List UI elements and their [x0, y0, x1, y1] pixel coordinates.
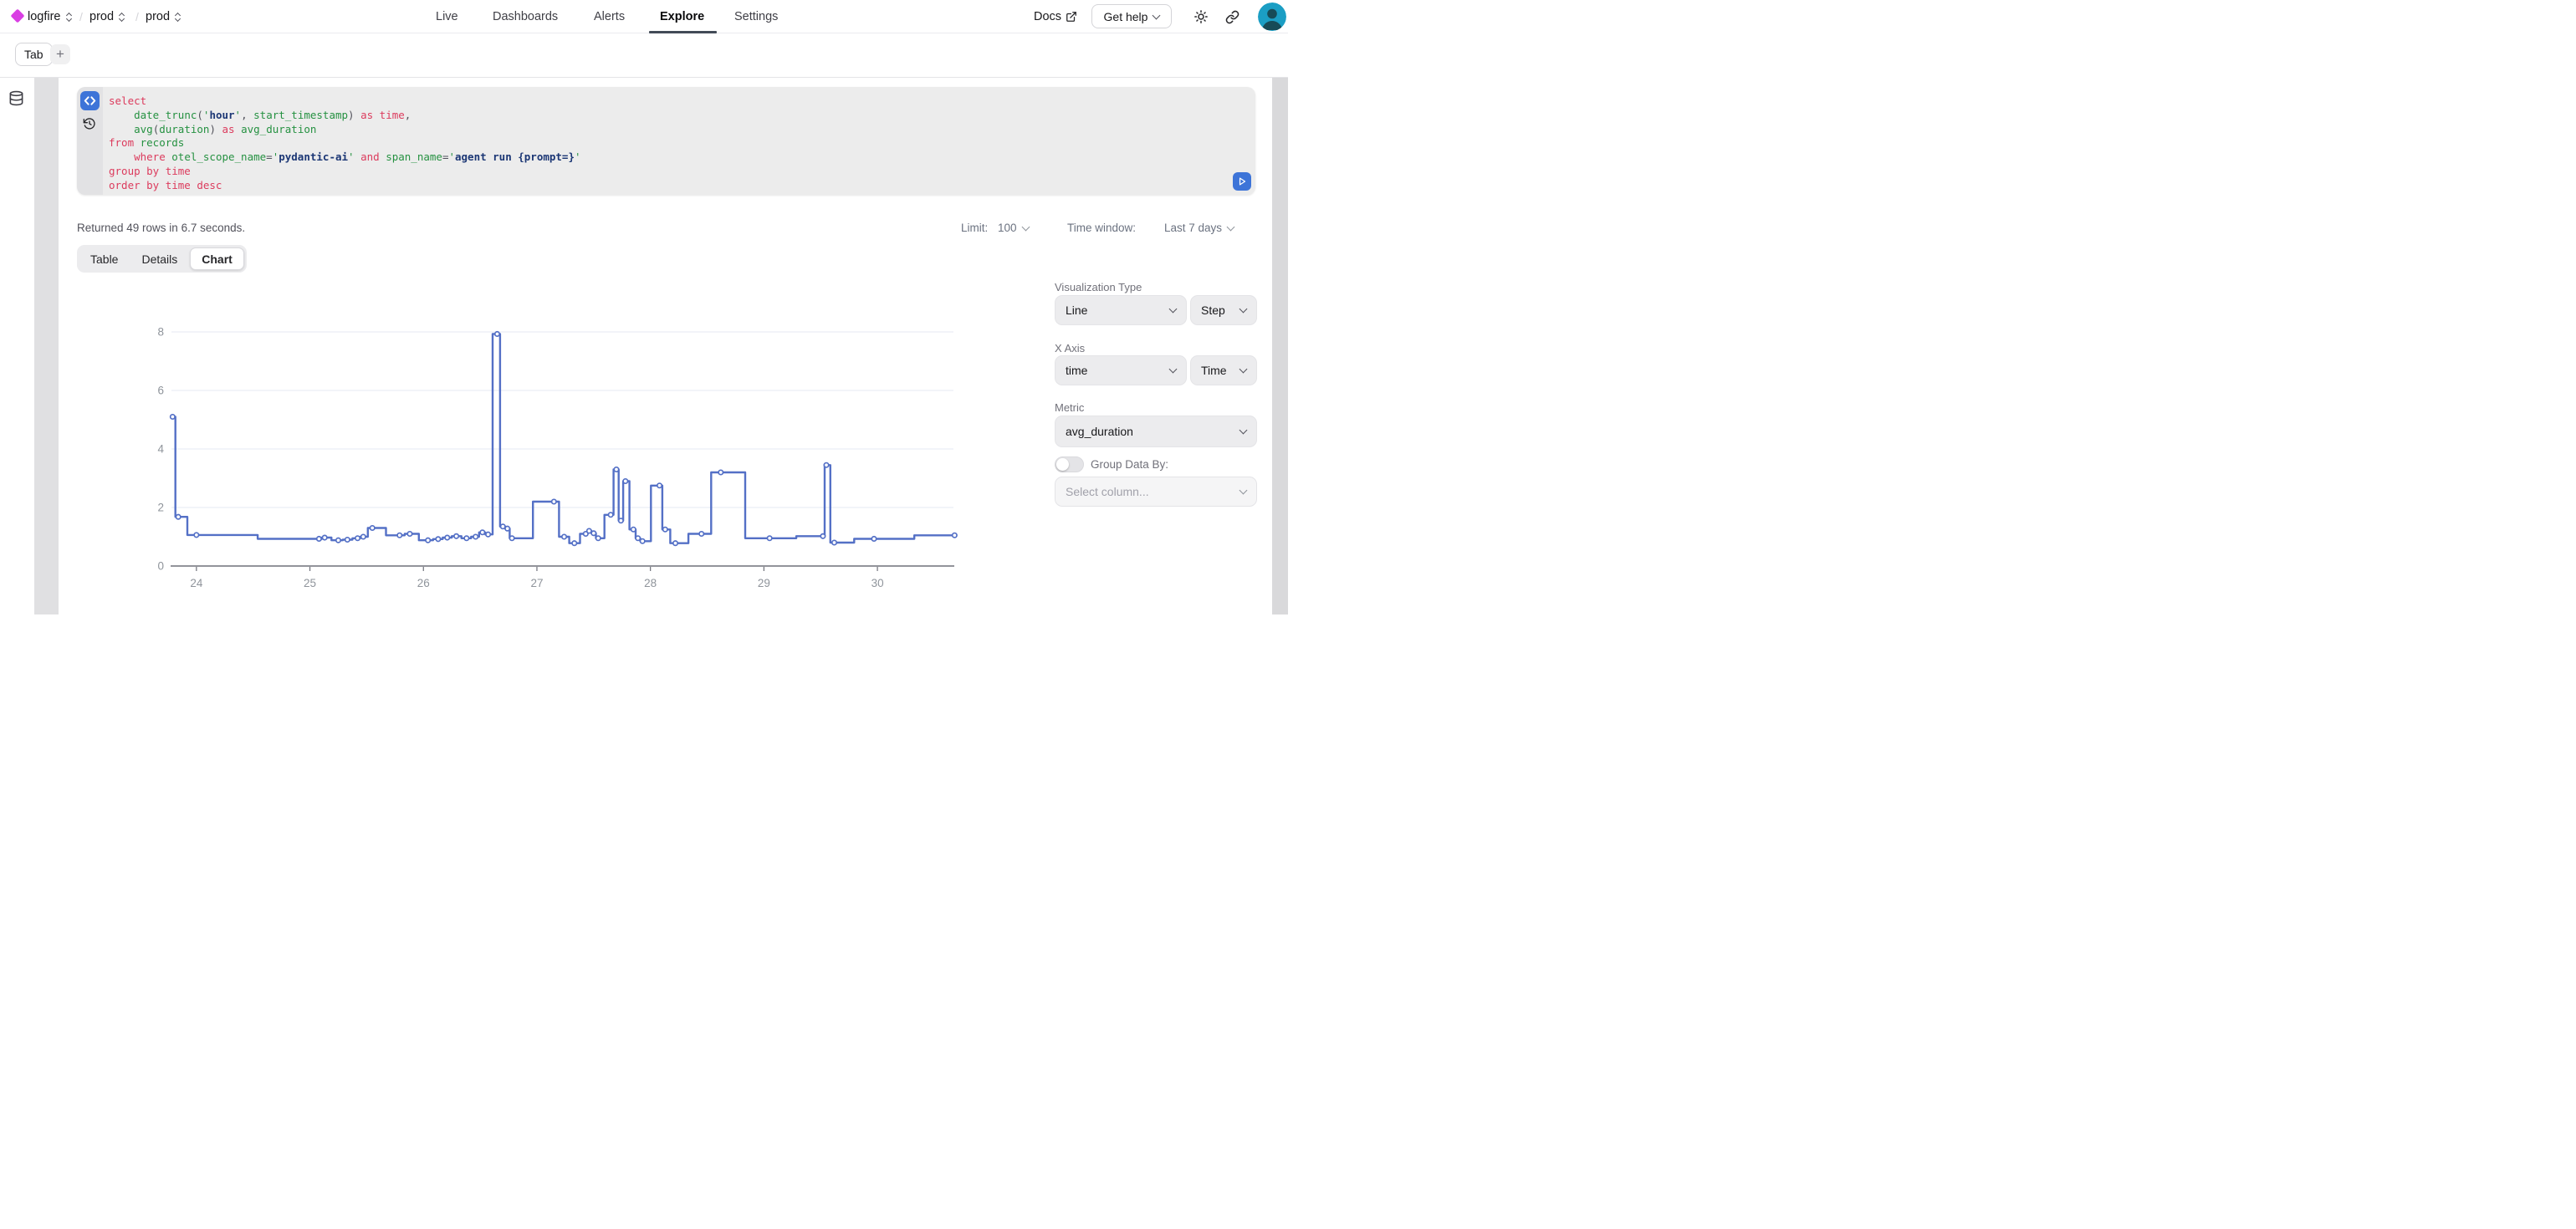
chevron-down-icon: [1168, 304, 1178, 314]
svg-text:2: 2: [157, 502, 164, 514]
view-tab-table[interactable]: Table: [90, 252, 119, 266]
nav-item-live[interactable]: Live: [436, 10, 458, 23]
breadcrumb-org-label: logfire: [28, 10, 61, 23]
view-switcher: Table Details Chart: [77, 245, 247, 273]
nav-item-dashboards[interactable]: Dashboards: [493, 10, 559, 23]
metric-value: avg_duration: [1066, 425, 1133, 438]
x-axis-label: X Axis: [1055, 342, 1086, 354]
theme-toggle-button[interactable]: [1193, 9, 1209, 24]
limit-value: 100: [998, 222, 1017, 234]
env-switcher-icon: [118, 12, 125, 22]
history-icon: [83, 118, 95, 130]
svg-text:30: 30: [871, 577, 884, 589]
line-style-value: Step: [1201, 303, 1225, 317]
active-tab-underline: [649, 31, 717, 33]
svg-text:0: 0: [157, 560, 164, 573]
sun-icon: [1194, 10, 1208, 23]
visualization-type-label: Visualization Type: [1055, 281, 1142, 293]
org-switcher-icon: [65, 12, 72, 22]
link-icon: [1225, 10, 1239, 24]
chevron-down-icon: [1153, 11, 1161, 19]
time-window-label: Time window:: [1067, 222, 1137, 234]
docs-link[interactable]: Docs: [1034, 0, 1077, 33]
nav-item-settings[interactable]: Settings: [734, 10, 779, 23]
chevron-down-icon: [1168, 365, 1178, 374]
breadcrumb-project[interactable]: prod: [146, 0, 181, 33]
query-history-button[interactable]: [83, 117, 96, 135]
x-axis-column-value: time: [1066, 364, 1088, 377]
run-query-button[interactable]: [1233, 172, 1251, 191]
time-window-dropdown[interactable]: Last 7 days: [1164, 222, 1235, 234]
chevron-down-icon: [1021, 222, 1030, 231]
nav-item-explore[interactable]: Explore: [660, 10, 705, 23]
editor-gutter: [77, 87, 103, 195]
query-tab-label: Tab: [24, 48, 43, 61]
svg-text:25: 25: [304, 577, 316, 589]
sql-code[interactable]: select date_trunc('hour', start_timestam…: [109, 94, 581, 191]
chevron-down-icon: [1239, 426, 1248, 435]
divider: [0, 77, 1288, 78]
breadcrumb-env[interactable]: prod: [89, 0, 125, 33]
x-axis-type-value: Time: [1201, 364, 1227, 377]
query-tab[interactable]: Tab: [15, 43, 53, 66]
code-icon: [84, 96, 96, 105]
top-nav: logfire / prod / prod Live Dashboards Al…: [0, 0, 1288, 33]
plus-icon: +: [56, 46, 64, 62]
play-icon: [1239, 177, 1246, 186]
group-by-column-dropdown[interactable]: Select column...: [1055, 477, 1257, 507]
breadcrumb-separator: /: [79, 10, 83, 23]
page-scrollbar[interactable]: [1272, 78, 1288, 614]
svg-text:6: 6: [157, 385, 164, 397]
group-by-placeholder: Select column...: [1066, 485, 1149, 498]
svg-text:26: 26: [417, 577, 430, 589]
metric-dropdown[interactable]: avg_duration: [1055, 416, 1257, 447]
external-link-icon: [1066, 12, 1076, 22]
share-link-button[interactable]: [1225, 10, 1239, 24]
chevron-down-icon: [1239, 486, 1248, 495]
explore-page: logfire / prod / prod Live Dashboards Al…: [0, 0, 1288, 614]
view-tab-details[interactable]: Details: [141, 252, 178, 266]
chevron-down-icon: [1226, 222, 1235, 231]
breadcrumb-project-label: prod: [146, 10, 171, 23]
code-mode-button[interactable]: [80, 91, 100, 110]
breadcrumb-separator: /: [135, 10, 139, 23]
chart-canvas[interactable]: 0 2 4 6 8 24 25 26 27 28 29 30: [0, 301, 1045, 614]
time-window-value: Last 7 days: [1164, 222, 1223, 234]
nav-item-alerts[interactable]: Alerts: [594, 10, 626, 23]
chevron-down-icon: [1239, 365, 1248, 374]
group-by-label: Group Data By:: [1091, 458, 1169, 471]
svg-text:24: 24: [190, 577, 203, 589]
breadcrumb-env-label: prod: [89, 10, 115, 23]
svg-text:4: 4: [157, 443, 164, 456]
metric-label: Metric: [1055, 401, 1085, 414]
x-axis-type-dropdown[interactable]: Time: [1190, 355, 1257, 385]
visualization-type-dropdown[interactable]: Line: [1055, 295, 1187, 325]
x-axis-column-dropdown[interactable]: time: [1055, 355, 1187, 385]
group-by-toggle[interactable]: [1055, 456, 1084, 472]
chevron-down-icon: [1239, 304, 1248, 314]
svg-text:27: 27: [530, 577, 543, 589]
svg-text:8: 8: [157, 326, 164, 339]
docs-label: Docs: [1034, 10, 1062, 23]
svg-text:28: 28: [644, 577, 657, 589]
svg-text:29: 29: [758, 577, 770, 589]
visualization-type-value: Line: [1066, 303, 1088, 317]
get-help-button[interactable]: Get help: [1091, 4, 1172, 28]
avatar[interactable]: [1258, 3, 1286, 31]
line-style-dropdown[interactable]: Step: [1190, 295, 1257, 325]
toggle-knob: [1056, 458, 1069, 471]
query-status: Returned 49 rows in 6.7 seconds.: [77, 222, 246, 234]
schema-browser-button[interactable]: [8, 89, 24, 111]
sql-editor[interactable]: select date_trunc('hour', start_timestam…: [77, 87, 1255, 195]
get-help-label: Get help: [1103, 9, 1148, 23]
project-switcher-icon: [174, 12, 181, 22]
limit-dropdown[interactable]: 100: [998, 222, 1030, 234]
sidebar-scrollbar[interactable]: [34, 78, 59, 614]
add-tab-button[interactable]: +: [50, 44, 70, 64]
breadcrumb-org[interactable]: logfire: [28, 0, 72, 33]
database-icon: [9, 90, 23, 106]
limit-label: Limit:: [961, 222, 989, 234]
view-tab-chart[interactable]: Chart: [190, 247, 244, 270]
logfire-logo-icon: [10, 8, 25, 23]
